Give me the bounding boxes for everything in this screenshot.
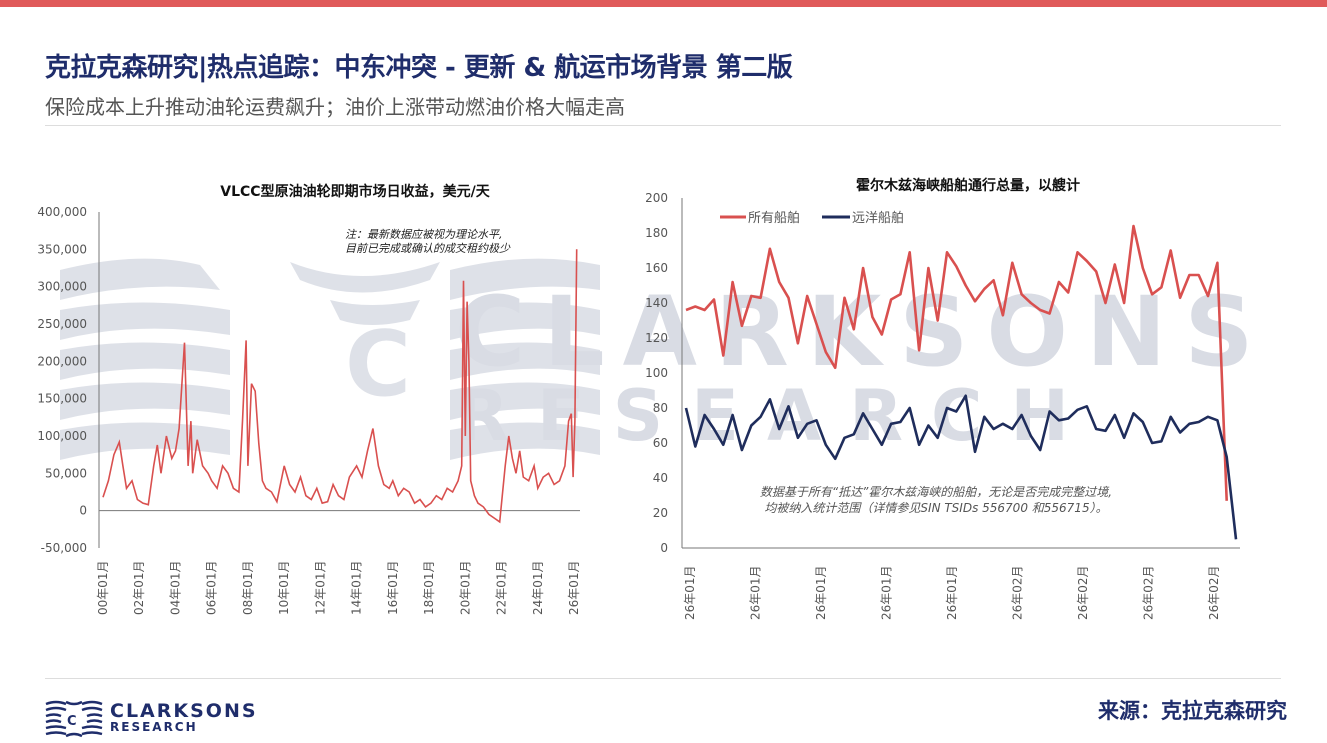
y-tick-label: 180 (645, 226, 668, 240)
y-tick-label: 80 (653, 401, 668, 415)
x-tick-label: 26年01月 (814, 565, 828, 620)
x-tick-label: 00年01月 (96, 560, 110, 615)
y-tick-label: 60 (653, 436, 668, 450)
x-tick-label: 10年01月 (277, 560, 291, 615)
all-vessels-series-line (685, 224, 1228, 501)
hormuz-chart-title: 霍尔木兹海峡船舶通行总量，以艘计 (856, 177, 1080, 194)
vlcc-note-line2: 目前已完成或确认的成交租约极少 (345, 242, 511, 255)
x-tick-label: 26年01月 (683, 565, 697, 620)
x-tick-label: 26年02月 (1011, 565, 1025, 620)
x-tick-label: 26年01月 (749, 565, 763, 620)
x-tick-label: 22年01月 (495, 560, 509, 615)
y-tick-label: 300,000 (37, 280, 87, 294)
x-tick-label: 12年01月 (313, 560, 327, 615)
page-subtitle: 保险成本上升推动油轮运费飙升；油价上涨带动燃油价格大幅走高 (45, 95, 625, 119)
y-tick-label: 350,000 (37, 242, 87, 256)
svg-text:C: C (67, 714, 77, 729)
x-tick-label: 16年01月 (386, 560, 400, 615)
y-tick-label: 50,000 (45, 466, 87, 480)
y-tick-label: 0 (79, 504, 87, 518)
footer-divider (45, 678, 1281, 679)
x-tick-label: 26年01月 (945, 565, 959, 620)
top-accent-bar (0, 0, 1327, 7)
y-tick-label: 0 (660, 541, 668, 555)
x-tick-label: 14年01月 (350, 560, 364, 615)
y-tick-label: 120 (645, 331, 668, 345)
y-tick-label: 200,000 (37, 354, 87, 368)
y-tick-label: 100 (645, 366, 668, 380)
x-tick-label: 06年01月 (205, 560, 219, 615)
y-tick-label: 40 (653, 471, 668, 485)
x-tick-label: 20年01月 (458, 560, 472, 615)
source-label: 来源：克拉克森研究 (1098, 699, 1287, 723)
x-tick-label: 26年02月 (1207, 565, 1221, 620)
vlcc-earnings-chart: VLCC型原油油轮即期市场日收益，美元/天 注：最新数据应被视为理论水平, 目前… (37, 183, 581, 615)
y-tick-label: 250,000 (37, 317, 87, 331)
y-tick-label: 160 (645, 261, 668, 275)
x-tick-label: 26年02月 (1142, 565, 1156, 620)
hormuz-transits-chart: 霍尔木兹海峡船舶通行总量，以艘计 所有船舶 远洋船舶 数据基于所有“抵达”霍尔木… (645, 177, 1240, 620)
x-tick-label: 04年01月 (168, 560, 182, 615)
x-tick-label: 26年01月 (880, 565, 894, 620)
legend-all-vessels-label: 所有船舶 (748, 210, 800, 226)
hormuz-note-line2: 均被纳入统计范围（详情参见SIN TSIDs 556700 和556715）。 (764, 501, 1107, 515)
y-tick-label: -50,000 (41, 541, 87, 555)
legend-ocean-vessels-label: 远洋船舶 (852, 210, 904, 226)
y-tick-label: 150,000 (37, 392, 87, 406)
y-tick-label: 400,000 (37, 205, 87, 219)
x-tick-label: 18年01月 (422, 560, 436, 615)
x-tick-label: 02年01月 (132, 560, 146, 615)
y-tick-label: 100,000 (37, 429, 87, 443)
legend: 所有船舶 远洋船舶 (720, 210, 904, 226)
header-divider (45, 125, 1281, 126)
logo-wordmark: CLARKSONS (110, 700, 258, 722)
logo-subtitle: RESEARCH (110, 720, 198, 734)
vlcc-chart-title: VLCC型原油油轮即期市场日收益，美元/天 (220, 183, 490, 200)
page-title: 克拉克森研究|热点追踪：中东冲突 - 更新 & 航运市场背景 第二版 (45, 53, 793, 83)
ocean-vessels-series-line (684, 394, 1238, 540)
x-tick-label: 08年01月 (241, 560, 255, 615)
clarksons-logo-icon: C (45, 700, 103, 738)
y-tick-label: 20 (653, 506, 668, 520)
hormuz-note-line1: 数据基于所有“抵达”霍尔木兹海峡的船舶，无论是否完成完整过境, (760, 485, 1112, 499)
x-tick-label: 26年02月 (1076, 565, 1090, 620)
x-tick-label: 26年01月 (567, 560, 581, 615)
vlcc-series-line (102, 249, 578, 524)
y-tick-label: 200 (645, 191, 668, 205)
x-tick-label: 24年01月 (531, 560, 545, 615)
y-tick-label: 140 (645, 296, 668, 310)
vlcc-note-line1: 注：最新数据应被视为理论水平, (345, 228, 503, 241)
